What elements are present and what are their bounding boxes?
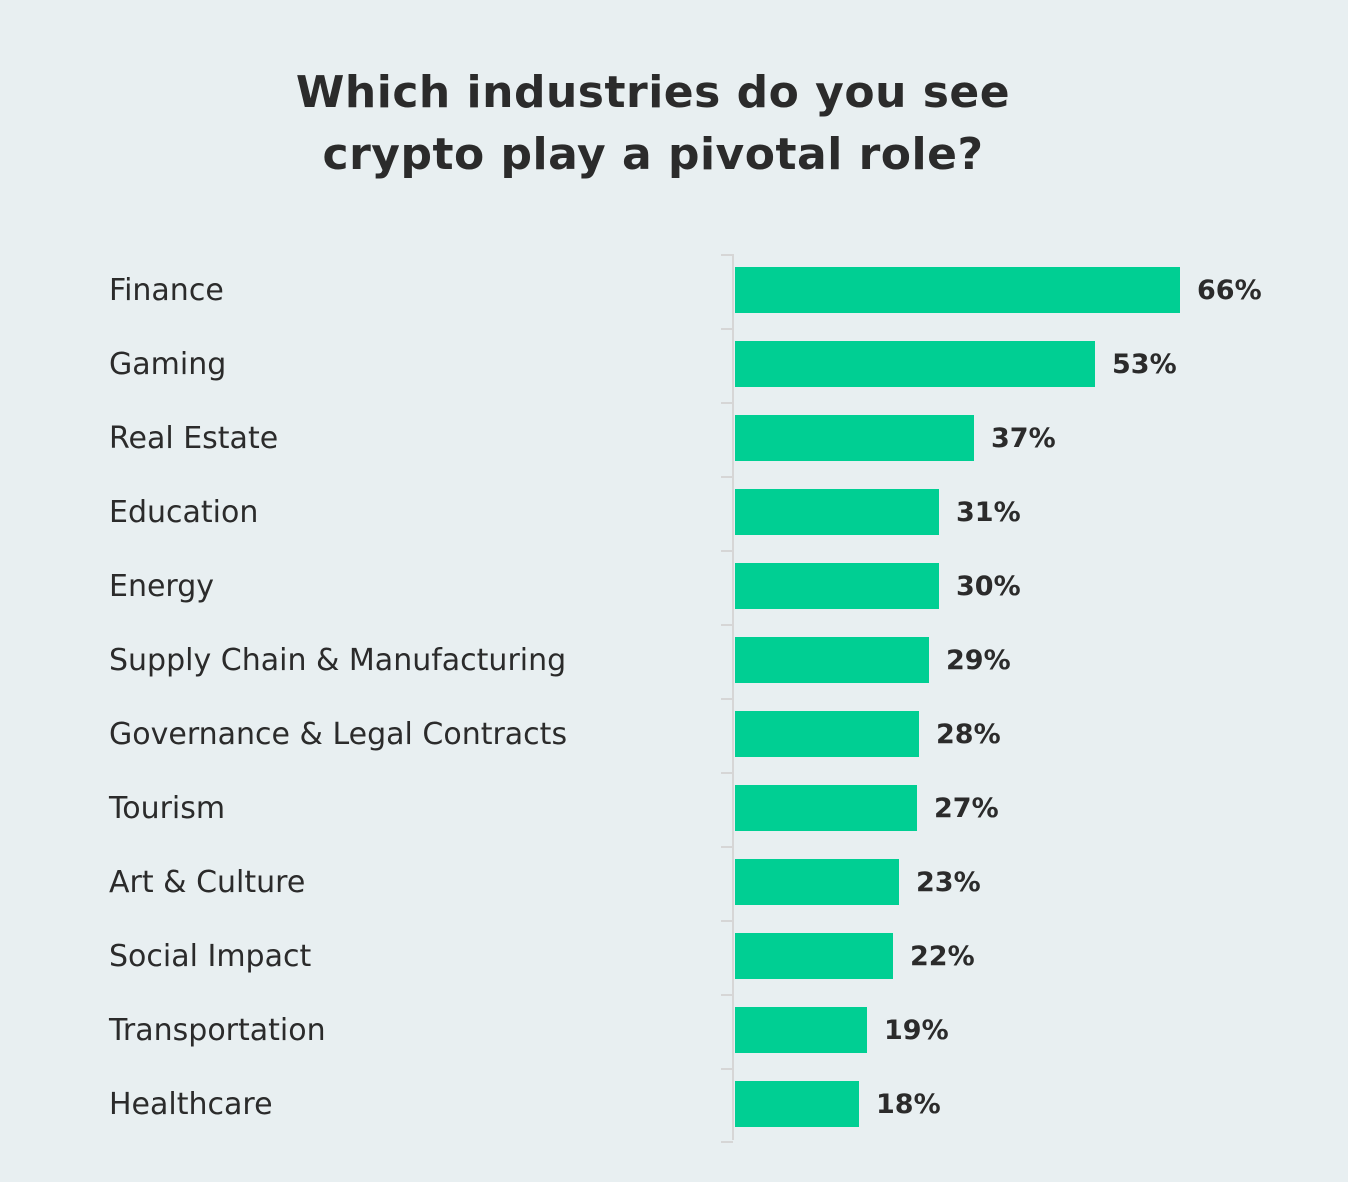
value-label: 37% — [991, 423, 1056, 454]
bar-row: Supply Chain & Manufacturing 29% — [0, 624, 1348, 698]
bar-row: Finance 66% — [0, 254, 1348, 328]
y-axis-line — [732, 254, 734, 1140]
value-label: 22% — [910, 941, 975, 972]
category-label: Social Impact — [109, 939, 312, 974]
axis-tick — [721, 328, 733, 330]
axis-tick — [721, 846, 733, 848]
bar-row: Governance & Legal Contracts 28% — [0, 698, 1348, 772]
bar — [735, 563, 939, 609]
value-label: 27% — [934, 793, 999, 824]
bar — [735, 637, 929, 683]
axis-tick — [721, 402, 733, 404]
value-label: 30% — [956, 571, 1021, 602]
category-label: Tourism — [109, 791, 226, 826]
bar — [735, 933, 893, 979]
bar — [735, 341, 1095, 387]
bar — [735, 1081, 859, 1127]
bar — [735, 785, 917, 831]
category-label: Energy — [109, 569, 215, 604]
bar-row: Gaming 53% — [0, 328, 1348, 402]
bar — [735, 267, 1180, 313]
chart-title-line-1: Which industries do you see — [295, 67, 1011, 118]
axis-tick — [721, 254, 733, 256]
axis-tick — [721, 1141, 733, 1143]
bar-row: Social Impact 22% — [0, 920, 1348, 994]
bar — [735, 859, 899, 905]
axis-tick — [721, 920, 733, 922]
category-label: Education — [109, 495, 259, 530]
category-label: Supply Chain & Manufacturing — [109, 643, 567, 678]
value-label: 29% — [946, 645, 1011, 676]
category-label: Transportation — [109, 1013, 326, 1048]
axis-tick — [721, 994, 733, 996]
bar-row: Energy 30% — [0, 550, 1348, 624]
value-label: 31% — [956, 497, 1021, 528]
value-label: 19% — [884, 1015, 949, 1046]
axis-tick — [721, 624, 733, 626]
category-label: Governance & Legal Contracts — [109, 717, 568, 752]
bar-row: Education 31% — [0, 476, 1348, 550]
chart-title: Which industries do you see crypto play … — [0, 62, 1306, 186]
axis-tick — [721, 698, 733, 700]
axis-tick — [721, 476, 733, 478]
bar-row: Transportation 19% — [0, 994, 1348, 1068]
category-label: Real Estate — [109, 421, 279, 456]
value-label: 18% — [876, 1089, 941, 1120]
bar — [735, 489, 939, 535]
category-label: Art & Culture — [109, 865, 306, 900]
bar — [735, 711, 919, 757]
value-label: 53% — [1112, 349, 1177, 380]
value-label: 23% — [916, 867, 981, 898]
bar — [735, 415, 974, 461]
value-label: 28% — [936, 719, 1001, 750]
bar-row: Art & Culture 23% — [0, 846, 1348, 920]
bar-row: Real Estate 37% — [0, 402, 1348, 476]
axis-tick — [721, 550, 733, 552]
axis-tick — [721, 772, 733, 774]
bar-row: Healthcare 18% — [0, 1068, 1348, 1142]
bar-row: Tourism 27% — [0, 772, 1348, 846]
axis-tick — [721, 1068, 733, 1070]
category-label: Gaming — [109, 347, 227, 382]
value-label: 66% — [1197, 275, 1262, 306]
category-label: Healthcare — [109, 1087, 273, 1122]
category-label: Finance — [109, 273, 224, 308]
chart-title-line-2: crypto play a pivotal role? — [322, 129, 984, 180]
bar — [735, 1007, 867, 1053]
